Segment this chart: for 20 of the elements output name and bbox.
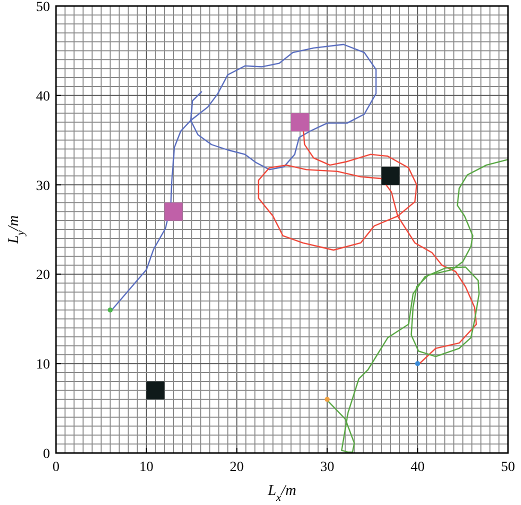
point: [415, 361, 420, 366]
x-tick-label: 50: [501, 460, 515, 475]
x-tick-label: 0: [52, 460, 60, 475]
x-tick-label: 40: [410, 460, 425, 475]
point: [146, 381, 164, 400]
point: [108, 307, 113, 312]
point: [291, 113, 310, 132]
y-tick-label: 0: [43, 447, 50, 462]
point: [381, 166, 400, 185]
x-tick-label: 30: [320, 460, 334, 475]
y-tick-label: 30: [36, 178, 50, 194]
x-axis-title: L$_{x}$/m: [266, 483, 296, 504]
y-tick-label: 10: [36, 358, 50, 373]
y-tick-label: 40: [36, 89, 50, 104]
point: [324, 396, 330, 402]
x-tick-label: 10: [139, 460, 154, 475]
x-tick-label: 20: [230, 460, 244, 475]
point: [164, 202, 183, 221]
y-tick-label: 50: [36, 0, 50, 15]
y-tick-label: 20: [36, 268, 50, 284]
